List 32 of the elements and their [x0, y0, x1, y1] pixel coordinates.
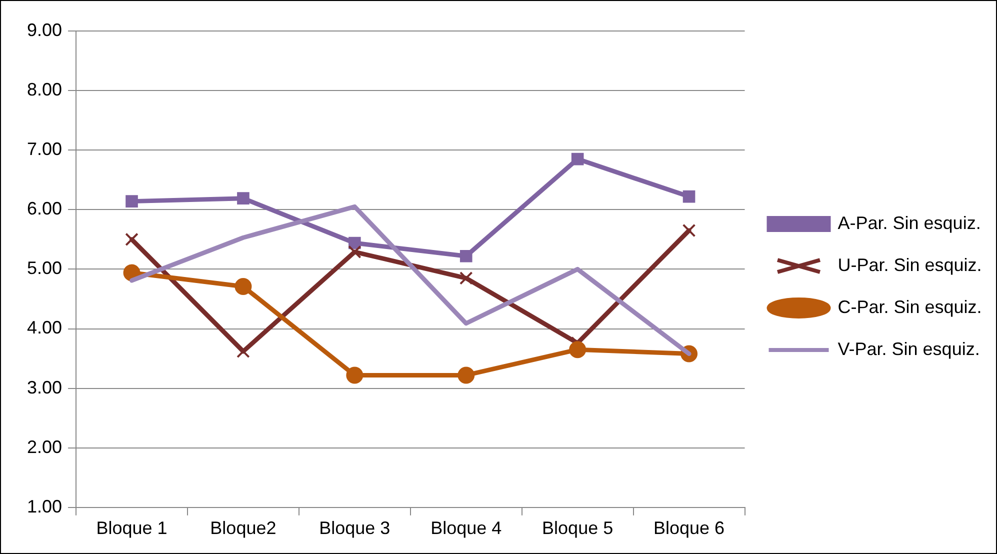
- point: [682, 190, 696, 203]
- x-tick-label: Bloque 4: [430, 518, 502, 538]
- y-tick-label: 7.00: [26, 139, 62, 160]
- y-tick-label: 6.00: [26, 198, 62, 219]
- x-tick-label: Bloque 5: [542, 518, 614, 538]
- point: [346, 366, 364, 384]
- y-tick-label: 2.00: [26, 436, 62, 457]
- y-tick-label: 1.00: [26, 496, 62, 516]
- y-tick-label: 9.00: [26, 20, 62, 40]
- y-tick-label: 4.00: [26, 318, 62, 338]
- point: [234, 278, 252, 295]
- point: [460, 250, 472, 262]
- legend-label: A-Par. Sin esquiz.: [838, 212, 981, 233]
- point: [682, 224, 696, 238]
- point: [459, 271, 473, 285]
- point: [125, 232, 138, 246]
- legend-label: C-Par. Sin esquiz.: [838, 296, 982, 317]
- x-tick-label: Bloque 1: [96, 518, 168, 538]
- y-tick-label: 5.00: [26, 258, 62, 278]
- point: [348, 245, 362, 259]
- legend-label: V-Par. Sin esquiz.: [838, 338, 980, 359]
- point: [126, 195, 138, 208]
- point: [571, 152, 584, 166]
- legend-label: U-Par. Sin esquiz.: [838, 254, 982, 275]
- x-tick-label: Bloque 3: [319, 518, 390, 538]
- y-tick-label: 3.00: [26, 377, 62, 398]
- x-tick-label: Bloque2: [210, 518, 276, 538]
- point: [237, 192, 250, 204]
- point: [569, 341, 586, 358]
- x-tick-label: Bloque 6: [653, 518, 725, 538]
- y-tick-label: 8.00: [26, 80, 62, 100]
- point: [458, 366, 475, 384]
